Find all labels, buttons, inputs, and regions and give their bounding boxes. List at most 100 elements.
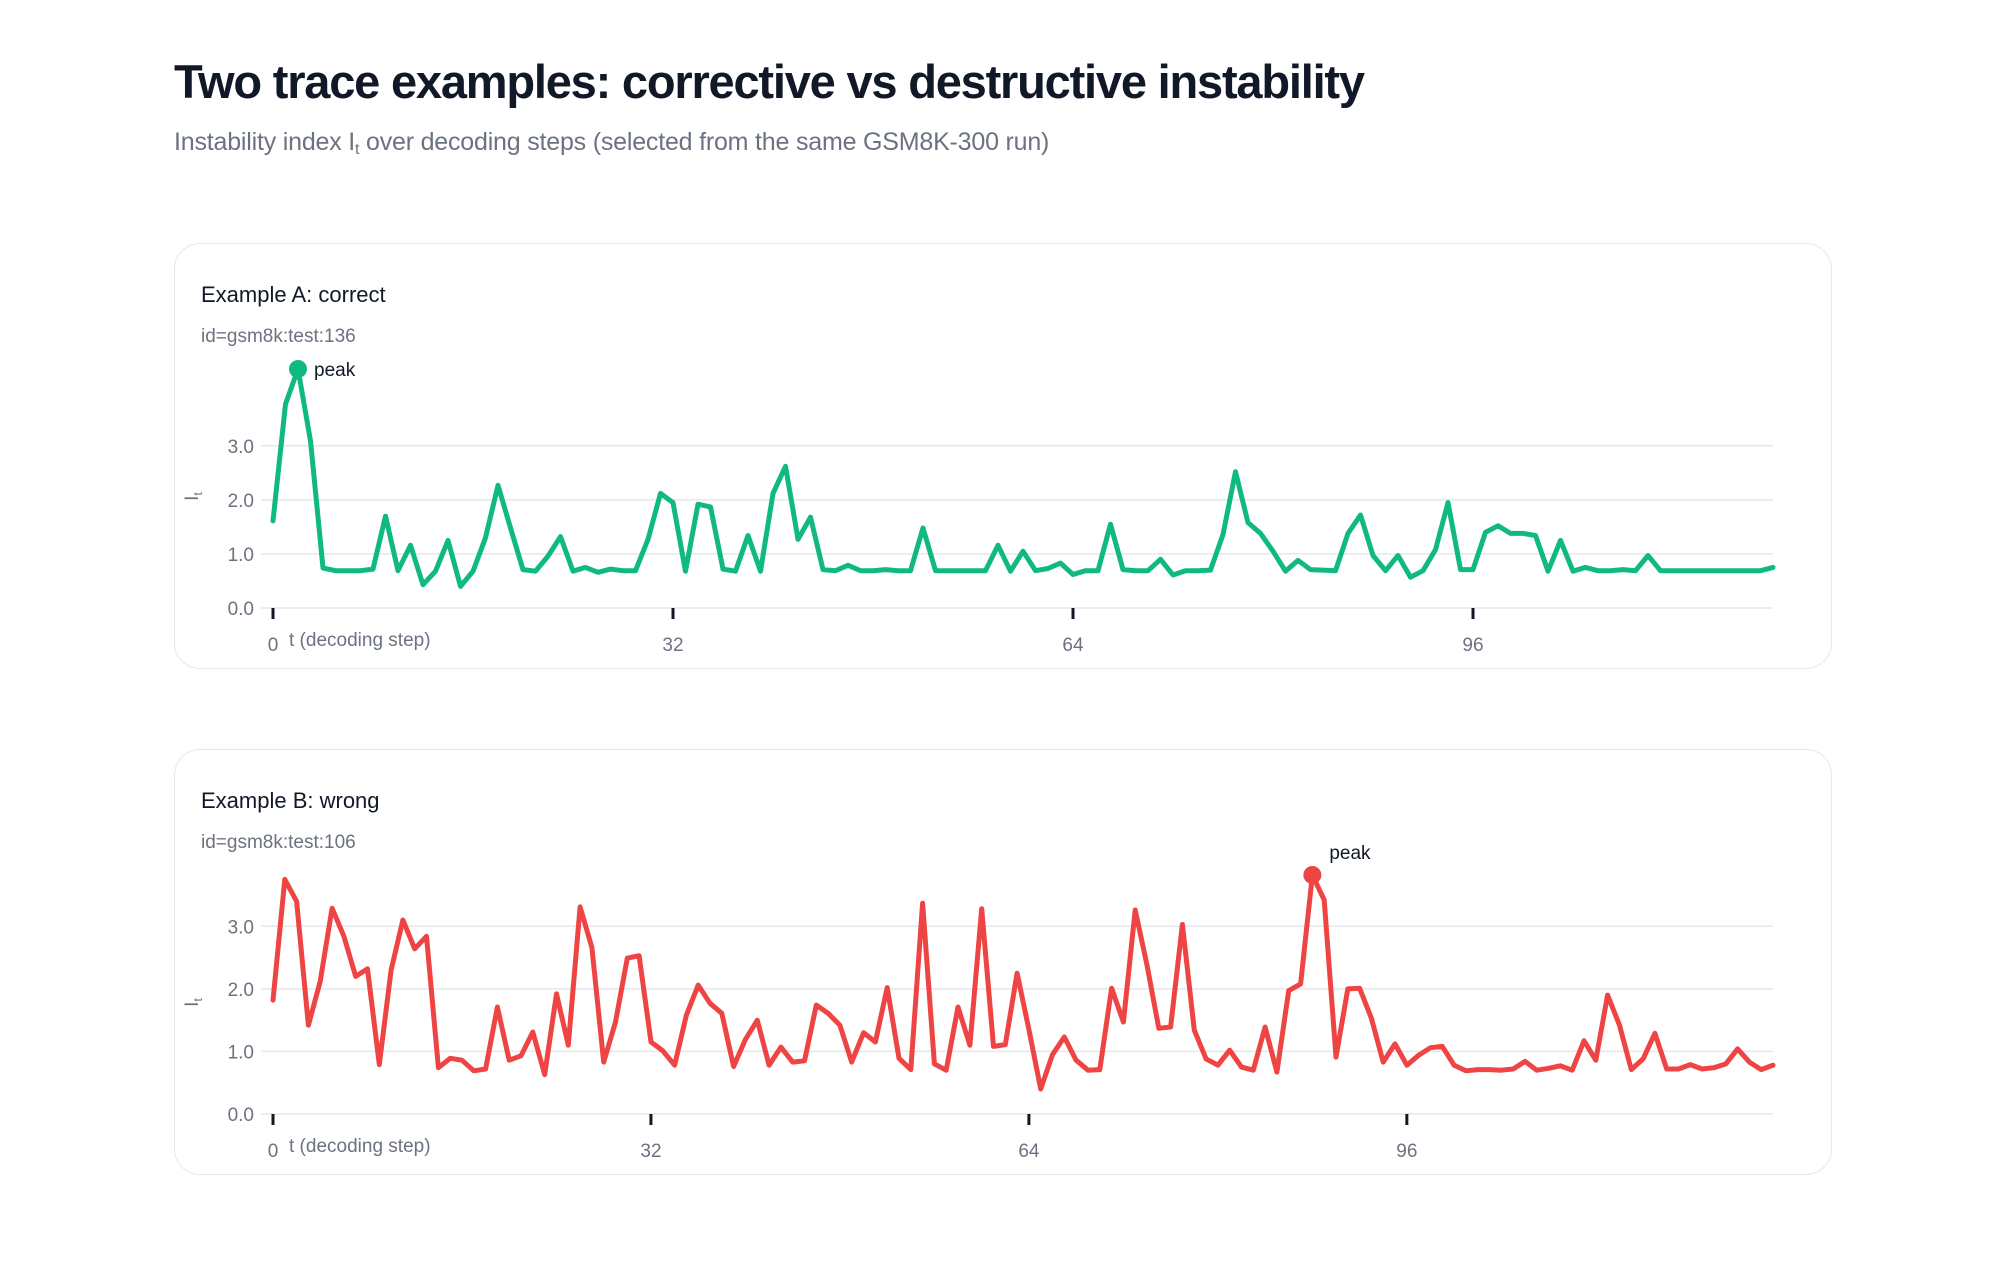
data-point [1026,1027,1031,1032]
data-point [1369,1016,1374,1021]
chart-title: Example B: wrong [201,788,380,813]
chart-title: Example A: correct [201,282,386,307]
data-point [578,904,583,909]
data-point [1617,1023,1622,1028]
data-point [1683,568,1688,573]
data-point [719,1011,724,1016]
data-point [1582,1038,1587,1043]
data-point [846,563,851,568]
data-point [821,567,826,572]
data-point [353,974,358,979]
data-point [1308,567,1313,572]
data-point [495,1005,500,1010]
data-point [1747,1060,1752,1065]
data-point [1321,568,1326,573]
data-point [1192,1028,1197,1033]
data-point [412,946,417,951]
data-point [613,1020,618,1025]
data-point [421,582,426,587]
data-point [708,504,713,509]
data-point [1641,1056,1646,1061]
data-point [1483,530,1488,535]
data-point [330,906,335,911]
data-point [826,1011,831,1016]
data-point [731,1064,736,1069]
data-point [558,534,563,539]
data-point [546,554,551,559]
data-point [1633,568,1638,573]
data-point [459,1058,464,1063]
y-tick-label: 2.0 [228,980,254,1001]
data-point [648,1040,653,1045]
data-point [471,569,476,574]
data-point [933,568,938,573]
data-point [896,568,901,573]
data-point [333,568,338,573]
data-point [1558,1063,1563,1068]
data-point [1571,569,1576,574]
data-point [1463,1068,1468,1073]
data-point [1428,1045,1433,1050]
data-point [671,500,676,505]
data-point [721,567,726,572]
line-chart-b: 0.0 1.0 2.0 3.0 0 32 64 96 t (decoding step) It pe… [182,843,1776,1162]
data-point [1583,565,1588,570]
data-point [1383,568,1388,573]
data-point [920,901,925,906]
data-point [1233,469,1238,474]
data-point [1508,531,1513,536]
data-point [621,568,626,573]
data-point [979,906,984,911]
y-axis-label-subscript: t [191,492,205,496]
data-point [849,1060,854,1065]
data-point [1251,1068,1256,1073]
data-point [271,518,276,523]
data-point [321,565,326,570]
peak-label: peak [314,360,356,381]
data-point [583,565,588,570]
data-point [1083,568,1088,573]
data-point [1221,532,1226,537]
chart-subtitle-id: id=gsm8k:test:106 [201,832,356,853]
data-point [1421,568,1426,573]
data-point [1145,963,1150,968]
data-point [1133,568,1138,573]
data-point [1008,569,1013,574]
data-point [1271,549,1276,554]
y-axis-label-main: I [182,496,203,501]
data-point [796,537,801,542]
data-point [771,491,776,496]
data-point [1038,1086,1043,1091]
data-point [1533,533,1538,538]
data-point [683,569,688,574]
data-point [1050,1052,1055,1057]
line-chart-a: 0.0 1.0 2.0 3.0 0 32 64 96 t (decoding step) It pe… [182,360,1776,656]
data-point [271,998,276,1003]
data-point [1475,1067,1480,1072]
data-point [1274,1070,1279,1075]
data-point [1345,986,1350,991]
data-point [1534,1068,1539,1073]
data-point [1676,1066,1681,1071]
subtitle-text-rest: over decoding steps (selected from the s… [359,128,1050,156]
data-point [1208,568,1213,573]
data-point [566,1043,571,1048]
data-point [743,1037,748,1042]
data-point [908,1067,913,1072]
data-point [608,567,613,572]
data-point [1227,1048,1232,1053]
data-point [833,568,838,573]
data-point [1499,1068,1504,1073]
peak-label: peak [1329,843,1371,864]
data-point [483,535,488,540]
page-title: Two trace examples: corrective vs destru… [174,55,1365,108]
data-point [1440,1044,1445,1049]
data-point [871,568,876,573]
data-point [1596,568,1601,573]
data-point [1283,569,1288,574]
data-point [1629,1067,1634,1072]
data-point [1322,898,1327,903]
data-point [1735,1046,1740,1051]
data-point [944,1068,949,1073]
data-point [708,1001,713,1006]
